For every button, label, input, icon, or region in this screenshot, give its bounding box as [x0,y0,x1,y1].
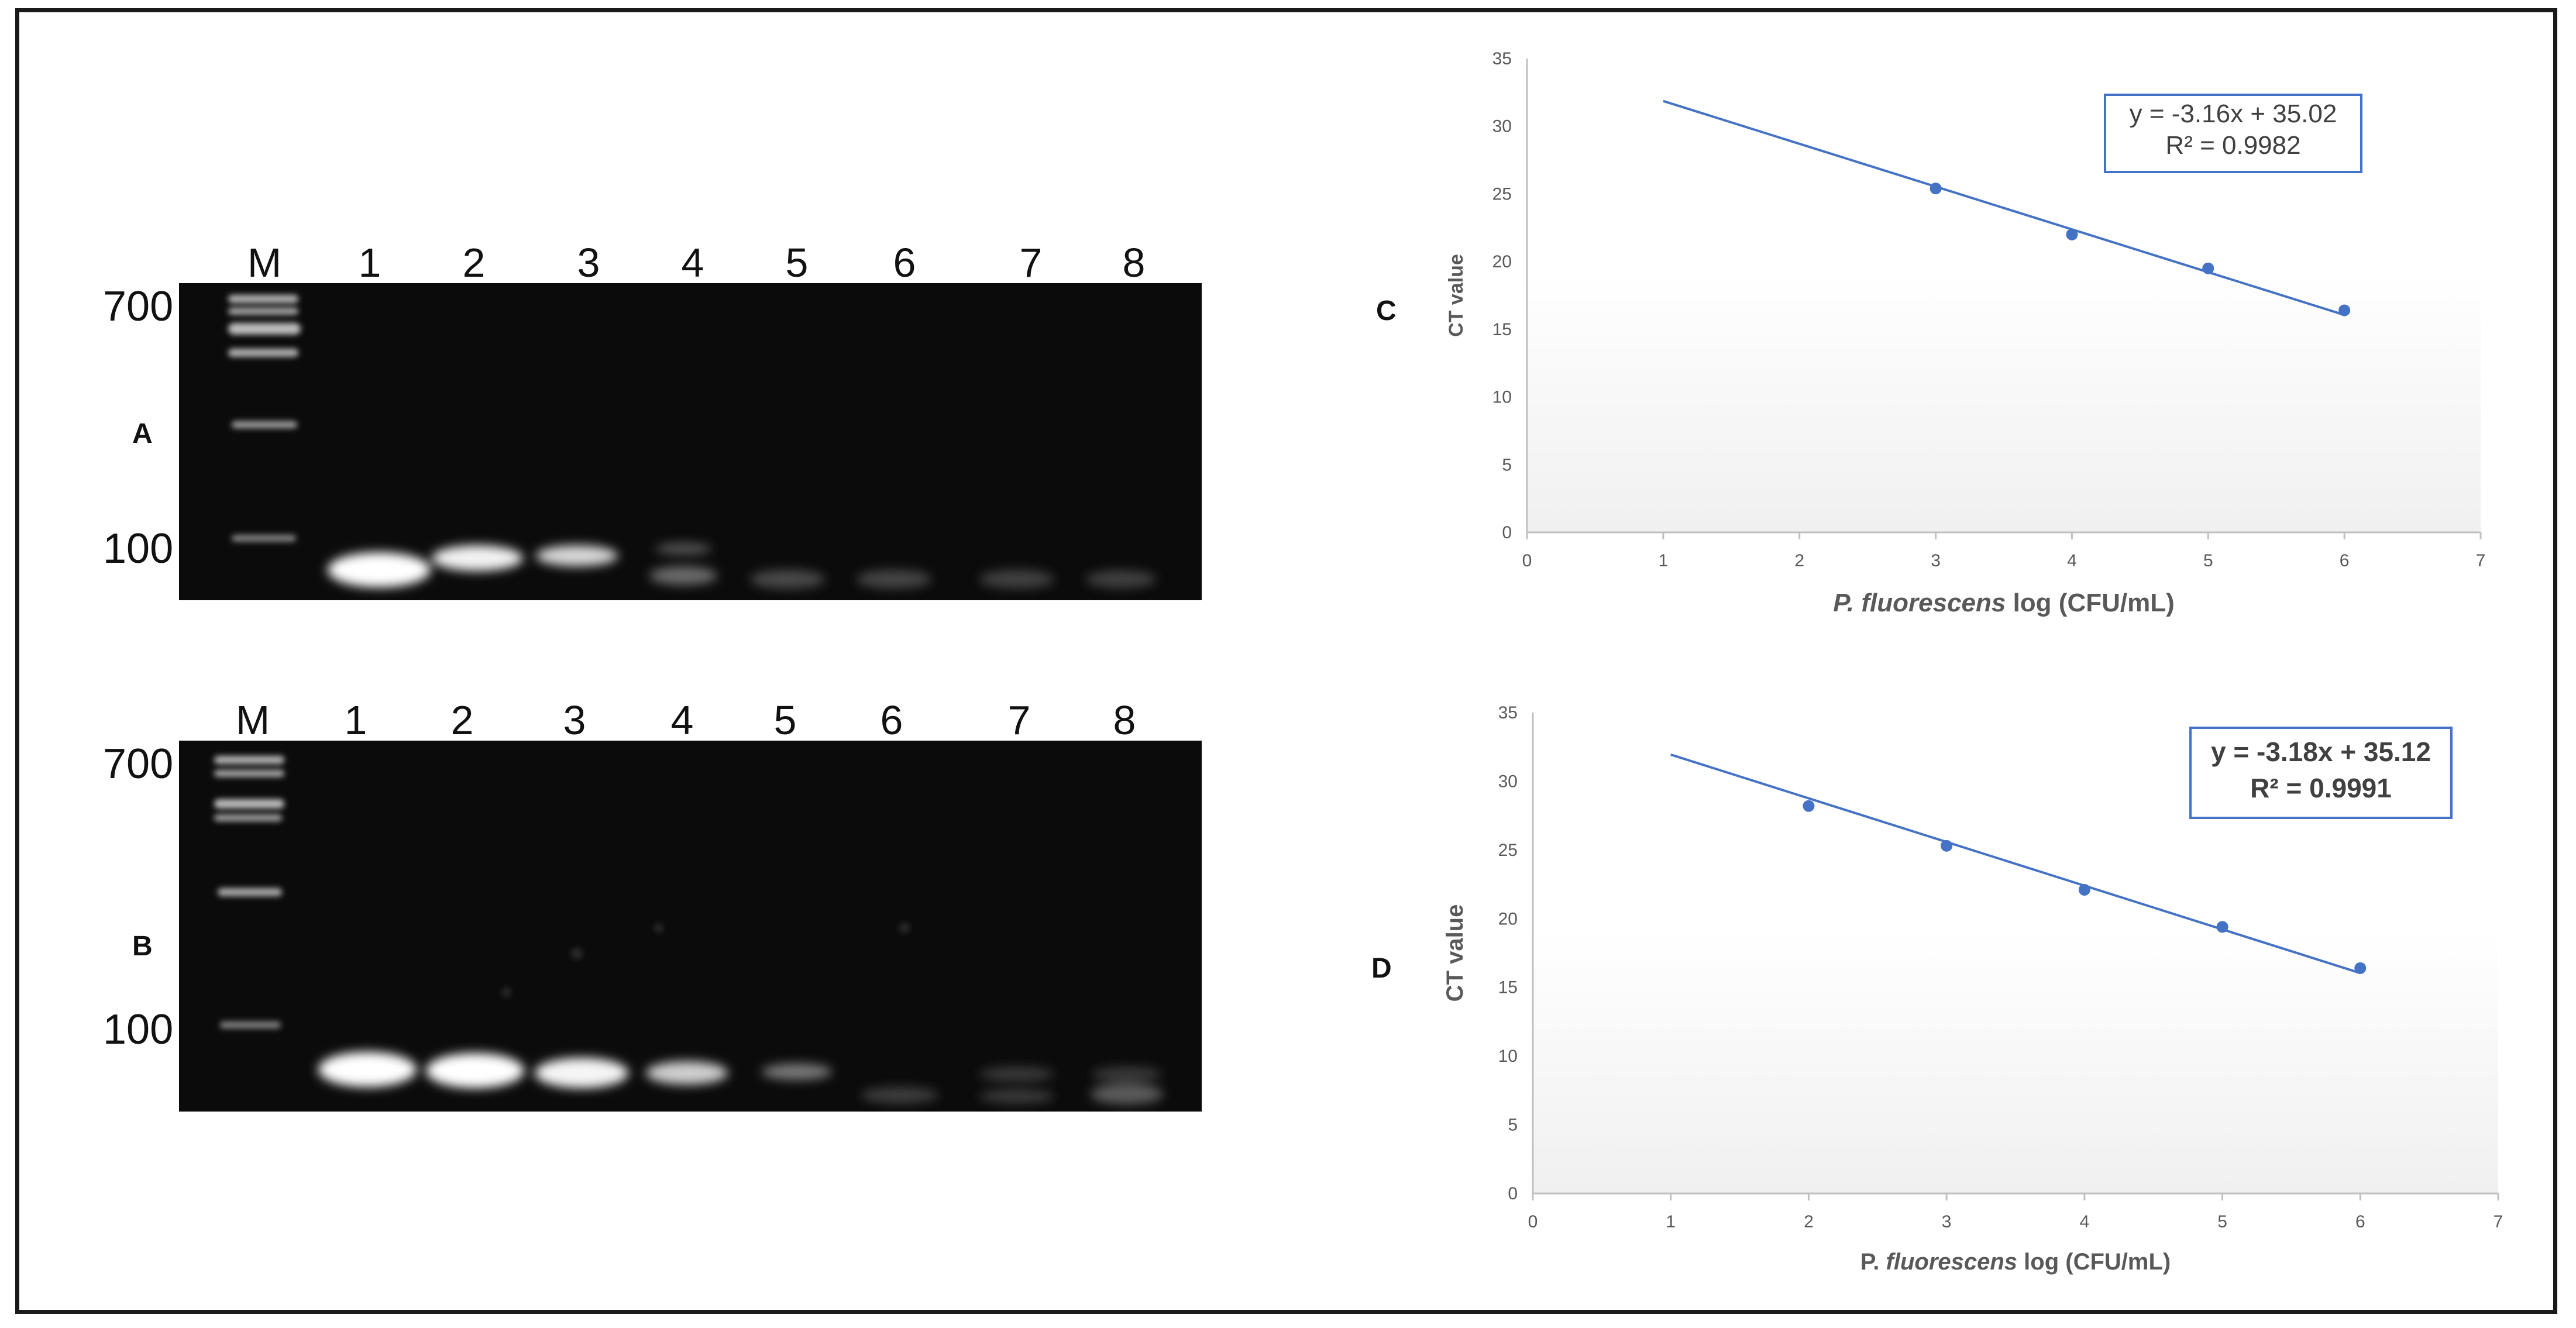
chart-c-xtick-label: 3 [1931,551,1941,570]
gel-b-size-700: 700 [103,741,174,787]
chart-d-r2: R² = 0.9991 [2250,773,2392,803]
chart-c-point [1930,183,1942,195]
chart-c-xtick-label: 5 [2203,551,2213,570]
chart-c-ytick-label: 5 [1502,455,1512,474]
gel-a-lane-m: M [247,240,282,285]
chart-c-ytick-label: 10 [1492,388,1512,407]
chart-c-xtick-label: 0 [1522,551,1532,570]
chart-d-equation-box: y = -3.18x + 35.12 R² = 0.9991 [2189,727,2453,819]
chart-d-ytick-label: 15 [1498,978,1518,997]
chart-c-xtick-label: 1 [1659,551,1669,570]
chart-d-xlabel-italic: fluorescens [1886,1249,2018,1275]
chart-c-equation: y = -3.16x + 35.02 [2129,99,2337,128]
chart-d-xtick-label: 4 [2080,1212,2090,1231]
gel-b-lane-6: 6 [880,697,903,743]
gel-a-lane-7: 7 [1019,240,1043,285]
gel-b-lane-5: 5 [773,697,797,743]
chart-c-point [2338,304,2351,316]
gel-a-lane-5: 5 [785,240,809,285]
gel-b-lane-1: 1 [344,697,367,743]
chart-c: 0 5 10 15 20 25 30 35 0 1 2 3 4 5 6 7 CT value P. fluor… [1445,49,2486,617]
gel-a-size-700: 700 [103,283,174,330]
gel-b-lane-4: 4 [670,697,694,743]
chart-d-xtick-label: 7 [2494,1212,2503,1231]
chart-c-equation-box: y = -3.16x + 35.02 R² = 0.9982 [2104,94,2362,173]
chart-d-point [2078,883,2090,896]
chart-c-ytick-label: 20 [1492,252,1512,271]
gel-b-lane-m: M [235,697,270,743]
chart-d-xlabel: P. fluorescens log (CFU/mL) [1860,1249,2171,1275]
chart-d-trendline [1670,753,2361,975]
gel-b-lane-2: 2 [450,697,474,743]
chart-c-xtick-label: 4 [2067,551,2077,570]
chart-c-xtick-label: 6 [2340,551,2350,570]
figure-frame [15,8,2557,1314]
chart-d-xtick-label: 5 [2217,1212,2227,1231]
chart-d-equation: y = -3.18x + 35.12 [2211,737,2431,767]
gel-a-lane-2: 2 [462,240,486,285]
chart-d-xlabel-rest: log (CFU/mL) [2017,1249,2171,1275]
panel-label-a: A [132,418,153,449]
gel-a-lane-1: 1 [358,240,381,285]
gel-a-lane-6: 6 [893,240,916,285]
chart-c-xlabel-italic: P. fluorescens [1833,589,2006,617]
chart-d-xtick-label: 2 [1804,1212,1814,1231]
gel-b-size-100: 100 [103,1006,174,1053]
chart-d-xtick-label: 0 [1528,1212,1538,1231]
chart-d-ytick-label: 30 [1498,772,1518,791]
chart-d-ylabel: CT value [1442,904,1468,1002]
gel-image-a [179,283,1202,600]
panel-label-b: B [132,931,153,962]
gel-b-lane-8: 8 [1113,697,1136,743]
chart-c-ytick-label: 35 [1492,49,1512,68]
chart-c-point [2066,228,2078,240]
chart-d-xlabel-prefix: P. [1860,1249,1886,1275]
gel-b-ladder [214,756,284,1028]
chart-c-r2: R² = 0.9982 [2165,131,2301,160]
gel-a-lane-8: 8 [1122,240,1146,285]
gel-a-lane-3: 3 [577,240,600,285]
chart-d-point [1803,800,1815,812]
chart-c-ytick-label: 30 [1492,117,1512,136]
chart-d-ytick-label: 10 [1498,1047,1518,1066]
chart-c-xtick-label: 2 [1794,551,1804,570]
chart-c-trendline [1663,99,2345,316]
chart-d-point [1941,840,1953,852]
chart-c-ytick-label: 25 [1492,184,1512,204]
chart-c-ytick-label: 15 [1492,320,1512,339]
chart-d-xtick-label: 3 [1942,1212,1952,1231]
chart-d-ytick-label: 5 [1508,1116,1518,1135]
chart-d-point [2354,962,2367,974]
gel-a-ladder [228,295,301,542]
panel-label-c: C [1376,295,1397,326]
gel-a-lane-4: 4 [681,240,704,285]
chart-c-ylabel: CT value [1445,254,1467,337]
chart-d-ytick-label: 20 [1498,909,1518,928]
chart-c-xlabel-rest: log (CFU/mL) [2006,589,2174,617]
chart-c-xtick-label: 7 [2476,551,2486,570]
gel-b-lane-7: 7 [1007,697,1031,743]
chart-c-ytick-label: 0 [1502,523,1512,542]
chart-d-xtick-label: 1 [1666,1212,1676,1231]
gel-a-size-100: 100 [103,525,174,572]
gel-image-b [179,741,1202,1112]
chart-d-ytick-label: 25 [1498,841,1518,860]
panel-label-d: D [1371,953,1392,984]
gel-b-lane-3: 3 [563,697,586,743]
chart-c-point [2202,262,2214,274]
chart-d-ytick-label: 0 [1508,1184,1518,1203]
chart-d-xtick-label: 6 [2355,1212,2365,1231]
chart-d-ytick-label: 35 [1498,703,1518,723]
chart-d-point [2216,921,2228,933]
chart-c-xlabel: P. fluorescens log (CFU/mL) [1833,589,2175,617]
